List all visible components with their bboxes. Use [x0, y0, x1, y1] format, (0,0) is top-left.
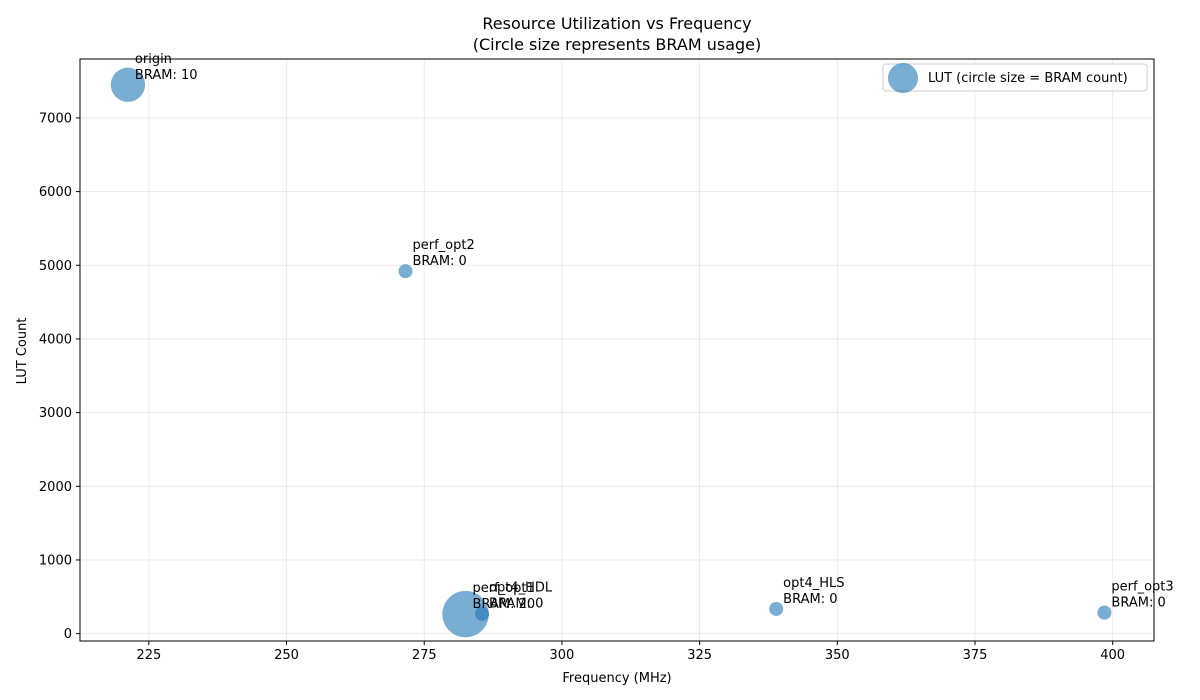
- x-tick-label: 250: [274, 648, 299, 663]
- annotation-origin-bram: BRAM: 10: [135, 68, 198, 83]
- y-tick-label: 7000: [39, 111, 72, 126]
- y-tick-label: 4000: [39, 332, 72, 347]
- x-tick-label: 325: [687, 648, 712, 663]
- annotation-opt4_HLS-name: opt4_HLS: [783, 576, 844, 591]
- plot-frame: [79, 58, 1155, 642]
- annotation-opt4_HDL-bram: BRAM: 0: [489, 597, 543, 612]
- annotation-perf_opt3-name: perf_opt3: [1111, 580, 1173, 595]
- grid-lines: [80, 59, 1154, 641]
- x-tick-label: 300: [550, 648, 575, 663]
- x-tick-label: 400: [1100, 648, 1125, 663]
- legend-label: LUT (circle size = BRAM count): [928, 71, 1128, 86]
- point-perf_opt3: [1097, 605, 1112, 620]
- x-tick-label: 275: [412, 648, 437, 663]
- x-axis-ticks: 225 250 275 300 325 350 375 400: [136, 641, 1125, 663]
- point-opt4_HDL: [475, 606, 490, 621]
- point-perf_opt1: [442, 590, 489, 638]
- chart-subtitle: (Circle size represents BRAM usage): [473, 35, 761, 54]
- point-opt4_HLS: [769, 601, 784, 616]
- point-perf_opt2: [398, 264, 413, 279]
- y-axis-ticks: 0 1000 2000 3000 4000 5000 6000 7000: [39, 111, 80, 642]
- annotation-perf_opt2-name: perf_opt2: [413, 238, 475, 253]
- y-tick-label: 2000: [39, 480, 72, 495]
- annotation-perf_opt1-name: perf_opt1: [473, 581, 535, 596]
- y-axis-label: LUT Count: [15, 318, 30, 385]
- y-tick-label: 0: [64, 627, 72, 642]
- x-tick-label: 350: [825, 648, 850, 663]
- data-points: [110, 67, 1112, 638]
- annotation-perf_opt3-bram: BRAM: 0: [1111, 596, 1165, 611]
- annotation-opt4_HLS-bram: BRAM: 0: [783, 592, 837, 607]
- legend-box: [882, 63, 1148, 92]
- annotation-opt4_HDL-name: opt4_HDL: [489, 581, 553, 596]
- y-tick-label: 6000: [39, 185, 72, 200]
- legend-marker: [888, 63, 918, 93]
- y-tick-label: 1000: [39, 553, 72, 568]
- x-tick-label: 375: [963, 648, 988, 663]
- x-axis-label: Frequency (MHz): [562, 671, 671, 686]
- point-origin: [110, 67, 146, 102]
- y-tick-label: 3000: [39, 406, 72, 421]
- y-tick-label: 5000: [39, 259, 72, 274]
- annotation-perf_opt2-bram: BRAM: 0: [413, 254, 467, 269]
- annotation-perf_opt1-bram: BRAM: 20: [473, 597, 536, 612]
- legend: LUT (circle size = BRAM count): [882, 63, 1148, 93]
- x-tick-label: 225: [136, 648, 161, 663]
- chart-title: Resource Utilization vs Frequency: [482, 14, 751, 33]
